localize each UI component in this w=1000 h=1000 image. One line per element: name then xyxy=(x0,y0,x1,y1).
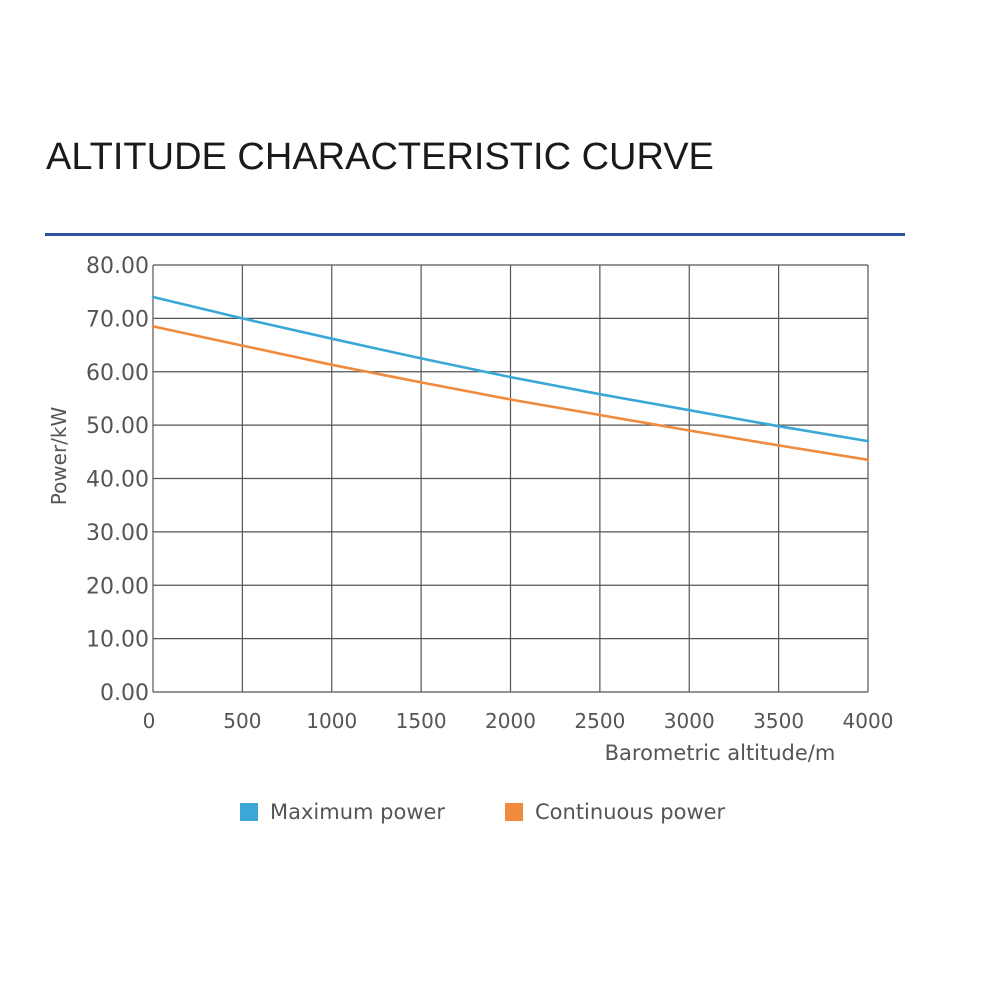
y-tick-label-30: 30.00 xyxy=(86,521,149,546)
chart-legend: Maximum power Continuous power xyxy=(0,800,1000,832)
x-tick-label-500: 500 xyxy=(223,709,261,733)
x-axis-label: Barometric altitude/m xyxy=(605,741,836,765)
y-tick-label-50: 50.00 xyxy=(86,414,149,439)
x-tick-label-3500: 3500 xyxy=(753,709,804,733)
legend-label-maximum-power: Maximum power xyxy=(270,800,446,824)
y-tick-label-0: 0.00 xyxy=(100,681,149,706)
y-tick-label-20: 20.00 xyxy=(86,574,149,599)
x-tick-label-3000: 3000 xyxy=(664,709,715,733)
legend-item-maximum-power: Maximum power xyxy=(240,800,445,824)
page-title: ALTITUDE CHARACTERISTIC CURVE xyxy=(46,136,714,178)
y-tick-label-70: 70.00 xyxy=(86,307,149,332)
legend-swatch-continuous-power xyxy=(505,803,523,821)
x-tick-label-4000: 4000 xyxy=(843,709,894,733)
legend-label-continuous-power: Continuous power xyxy=(535,800,726,824)
x-tick-label-2000: 2000 xyxy=(485,709,536,733)
y-tick-label-60: 60.00 xyxy=(86,361,149,386)
x-tick-label-2500: 2500 xyxy=(574,709,625,733)
y-tick-label-80: 80.00 xyxy=(86,254,149,279)
series-line-maximum-power xyxy=(151,295,870,443)
title-divider xyxy=(45,233,905,236)
legend-item-continuous-power: Continuous power xyxy=(505,800,725,824)
x-tick-label-1000: 1000 xyxy=(306,709,357,733)
y-tick-label-40: 40.00 xyxy=(86,468,149,493)
series-line-continuous-power xyxy=(151,325,870,462)
x-tick-label-0: 0 xyxy=(143,709,156,733)
x-tick-label-1500: 1500 xyxy=(396,709,447,733)
y-tick-label-10: 10.00 xyxy=(86,628,149,653)
legend-swatch-maximum-power xyxy=(240,803,258,821)
y-axis-label: Power/kW xyxy=(47,407,71,506)
